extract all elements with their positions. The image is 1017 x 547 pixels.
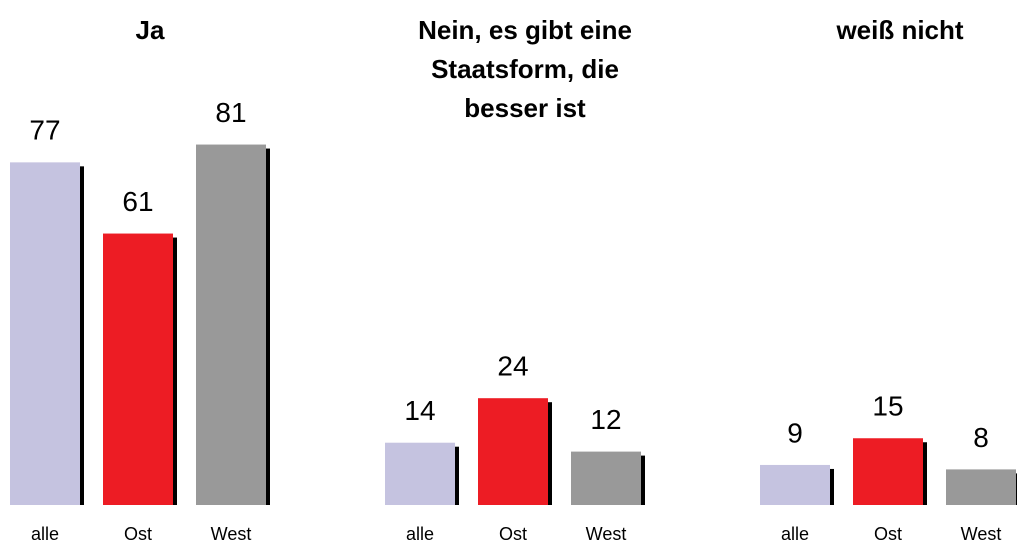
category-label: Ost (499, 524, 527, 544)
value-label: 24 (497, 351, 528, 382)
category-label: West (961, 524, 1002, 544)
value-label: 14 (404, 395, 435, 426)
category-label: alle (406, 524, 434, 544)
bar (10, 162, 80, 505)
value-label: 8 (973, 422, 989, 453)
bar (385, 442, 455, 505)
bar (571, 451, 641, 505)
chart-title: Staatsform, die (431, 54, 619, 84)
value-label: 77 (29, 115, 60, 146)
category-label: alle (781, 524, 809, 544)
bar (946, 469, 1016, 505)
category-label: West (586, 524, 627, 544)
value-label: 12 (590, 404, 621, 435)
value-label: 15 (872, 391, 903, 422)
chart-title: besser ist (464, 93, 586, 123)
bar (196, 144, 266, 506)
bar (478, 398, 548, 505)
value-label: 61 (122, 186, 153, 217)
bar (103, 233, 173, 506)
value-label: 81 (215, 97, 246, 128)
category-label: Ost (874, 524, 902, 544)
bar (760, 464, 830, 505)
chart-title: Ja (136, 15, 165, 45)
category-label: Ost (124, 524, 152, 544)
chart-title: weiß nicht (835, 15, 963, 45)
bar (853, 438, 923, 505)
category-label: West (211, 524, 252, 544)
value-label: 9 (787, 417, 803, 448)
category-label: alle (31, 524, 59, 544)
chart-title: Nein, es gibt eine (418, 15, 632, 45)
